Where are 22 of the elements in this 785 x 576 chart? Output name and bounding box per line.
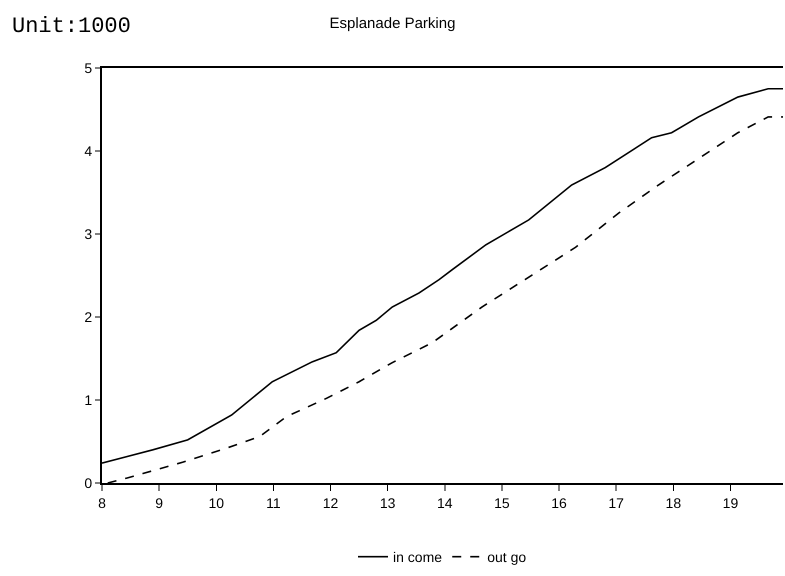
- y-tick-label: 5: [84, 60, 92, 76]
- x-tick-label: 19: [722, 494, 738, 511]
- x-tick-label: 18: [666, 494, 682, 511]
- x-tick-label: 16: [551, 494, 568, 511]
- y-tick-label: 2: [84, 308, 92, 325]
- x-tick-label: 9: [155, 494, 164, 511]
- x-tick-label: 12: [322, 494, 339, 511]
- x-tick-label: 14: [437, 494, 453, 511]
- chart-title: Esplanade Parking: [330, 14, 456, 32]
- y-tick-label: 4: [84, 142, 92, 159]
- legend-label: out go: [487, 549, 526, 566]
- x-tick-label: 10: [208, 494, 224, 511]
- x-tick-label: 15: [494, 494, 510, 511]
- x-tick-label: 13: [380, 494, 396, 511]
- y-tick-label: 0: [84, 474, 92, 491]
- x-tick-label: 11: [266, 494, 281, 511]
- x-tick-label: 17: [608, 494, 624, 511]
- text: Unit:1000: [12, 14, 131, 39]
- y-tick-label: 3: [84, 226, 92, 242]
- x-tick-label: 8: [98, 494, 106, 511]
- legend-label: in come: [393, 549, 442, 566]
- y-tick-label: 1: [84, 392, 92, 408]
